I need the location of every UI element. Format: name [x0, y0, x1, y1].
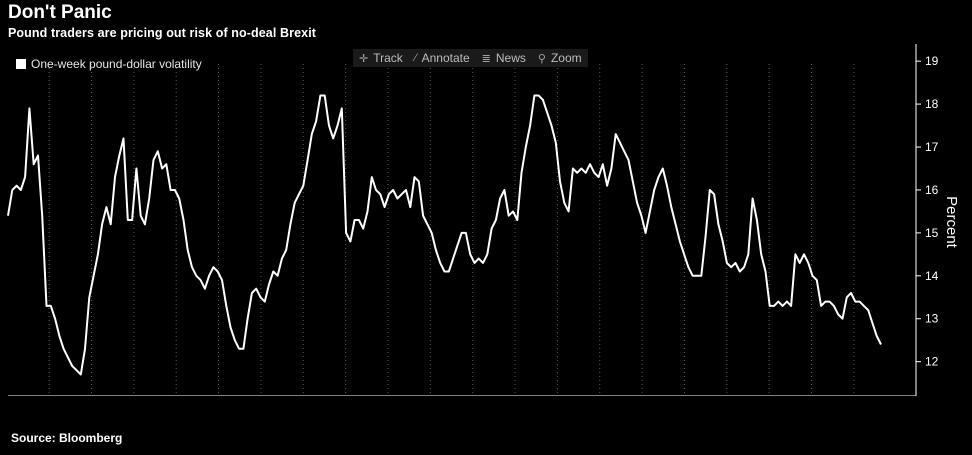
magnifier-icon: ⚲: [537, 52, 546, 65]
crosshair-icon: ✛: [359, 52, 369, 65]
y-tick-label: 12: [925, 355, 939, 369]
legend-label: One-week pound-dollar volatility: [31, 57, 202, 71]
y-tick-label: 17: [925, 140, 939, 154]
chart-toolbar: ✛ Track ⁄ Annotate ≣ News ⚲ Zoom: [353, 49, 588, 67]
track-button[interactable]: ✛ Track: [353, 49, 409, 67]
annotate-button[interactable]: ⁄ Annotate: [409, 49, 476, 67]
annotate-label: Annotate: [421, 51, 470, 65]
gridlines: [48, 64, 855, 396]
zoom-label: Zoom: [550, 51, 582, 65]
news-label: News: [495, 51, 526, 65]
chart-title: Don't Panic: [8, 2, 112, 23]
legend[interactable]: One-week pound-dollar volatility: [16, 57, 202, 71]
news-button[interactable]: ≣ News: [476, 49, 532, 67]
y-tick-label: 19: [925, 54, 939, 68]
volatility-line: [7, 94, 882, 376]
zoom-button[interactable]: ⚲ Zoom: [532, 49, 588, 67]
track-label: Track: [373, 51, 403, 65]
y-tick-label: 14: [925, 269, 939, 283]
source-note: Source: Bloomberg: [11, 431, 123, 445]
y-tick-label: 16: [925, 183, 939, 197]
news-icon: ≣: [481, 52, 491, 65]
pencil-icon: ⁄: [414, 52, 417, 64]
y-tick-label: 13: [925, 312, 939, 326]
y-axis-label: Percent: [943, 196, 960, 249]
y-axis: 12 13 14 15 16 17 18 19: [915, 44, 939, 396]
y-tick-label: 15: [925, 226, 939, 240]
y-tick-label: 18: [925, 97, 939, 111]
legend-swatch: [16, 59, 26, 69]
chart-subtitle: Pound traders are pricing out risk of no…: [8, 26, 317, 40]
